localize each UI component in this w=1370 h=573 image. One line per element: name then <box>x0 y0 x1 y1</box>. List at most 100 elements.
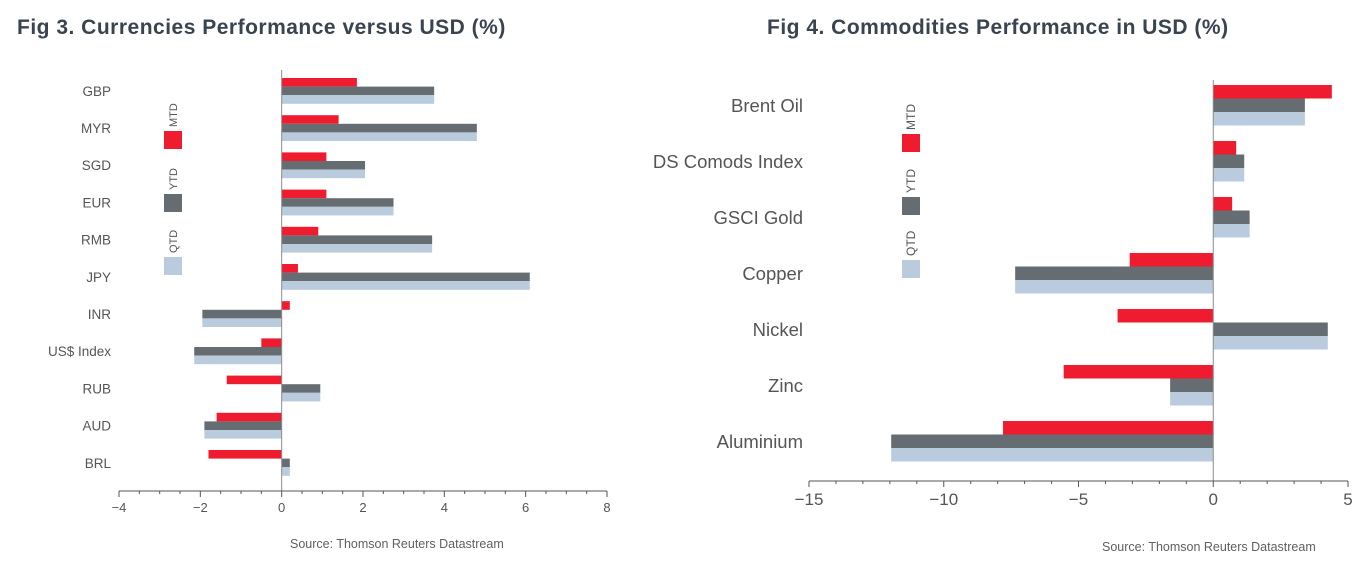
legend-swatch-ytd <box>902 197 920 215</box>
bar-ytd-aluminium <box>891 434 1214 448</box>
currencies-chart-panel: Fig 3. Currencies Performance versus USD… <box>0 0 680 573</box>
bar-qtd-aluminium <box>891 448 1214 462</box>
category-label-zinc: Zinc <box>768 375 803 396</box>
x-tick-label: −15 <box>795 490 824 509</box>
bar-ytd-jpy <box>281 272 530 282</box>
bar-mtd-eur <box>281 189 327 199</box>
category-label-brl: BRL <box>85 456 112 471</box>
category-label-copper: Copper <box>742 263 803 284</box>
source-note: Source: Thomson Reuters Datastream <box>290 537 504 551</box>
bar-qtd-rmb <box>281 244 433 253</box>
bar-mtd-zinc <box>1063 365 1214 379</box>
source-note: Source: Thomson Reuters Datastream <box>1102 540 1316 554</box>
category-label-us-index: US$ Index <box>48 344 111 359</box>
chart-title: Fig 3. Currencies Performance versus USD… <box>17 16 506 39</box>
bar-qtd-gsci-gold <box>1213 224 1250 238</box>
bar-qtd-inr <box>202 318 282 327</box>
x-tick-label: 0 <box>1209 490 1218 509</box>
bar-mtd-rmb <box>281 226 319 236</box>
bar-qtd-brent-oil <box>1213 112 1305 126</box>
legend-label-mtd: MTD <box>904 104 918 130</box>
bar-qtd-myr <box>281 132 477 141</box>
bar-qtd-nickel <box>1213 336 1328 350</box>
legend-swatch-mtd <box>164 131 182 149</box>
bar-qtd-zinc <box>1170 392 1214 406</box>
bar-ytd-brl <box>281 458 290 468</box>
x-tick-label: 2 <box>359 500 366 515</box>
bar-mtd-us-index <box>261 338 282 347</box>
bar-mtd-brent-oil <box>1213 85 1332 99</box>
bar-ytd-eur <box>281 198 394 207</box>
bar-ytd-myr <box>281 123 477 133</box>
bar-mtd-gbp <box>281 78 357 87</box>
bar-ytd-ds-comods-index <box>1213 154 1245 168</box>
bar-mtd-sgd <box>281 152 327 161</box>
category-label-brent-oil: Brent Oil <box>731 95 803 116</box>
bar-qtd-copper <box>1015 280 1214 294</box>
legend-label-ytd: YTD <box>168 168 180 190</box>
bar-mtd-gsci-gold <box>1213 197 1233 211</box>
bar-ytd-rub <box>281 384 321 393</box>
category-label-rub: RUB <box>82 381 111 396</box>
bar-qtd-sgd <box>281 169 366 179</box>
x-tick-label: −2 <box>193 500 208 515</box>
commodities-chart-panel: Fig 4. Commodities Performance in USD (%… <box>653 0 1370 573</box>
x-tick-label: 5 <box>1343 490 1352 509</box>
bar-mtd-ds-comods-index <box>1213 141 1237 155</box>
bar-qtd-us-index <box>194 355 282 365</box>
bar-ytd-zinc <box>1170 378 1214 392</box>
category-label-aud: AUD <box>82 419 111 434</box>
legend-label-qtd: QTD <box>904 230 918 256</box>
bar-qtd-brl <box>281 467 290 476</box>
bar-ytd-us-index <box>194 347 282 356</box>
legend-label-mtd: MTD <box>168 103 180 127</box>
category-label-gsci-gold: GSCI Gold <box>714 207 803 228</box>
bar-qtd-aud <box>204 430 282 439</box>
category-label-aluminium: Aluminium <box>717 431 803 452</box>
currencies-bar-chart: GBP MYR SGD EUR RMB JPY INR US$ Index RUB AUD BRL −… <box>48 70 611 515</box>
bar-qtd-eur <box>281 206 394 216</box>
legend-swatch-mtd <box>902 134 920 152</box>
bar-ytd-rmb <box>281 235 433 244</box>
bar-mtd-myr <box>281 115 339 124</box>
category-label-rmb: RMB <box>81 233 111 248</box>
x-tick-label: −4 <box>112 500 127 515</box>
x-tick-label: 4 <box>441 500 448 515</box>
x-tick-label: 6 <box>522 500 529 515</box>
category-label-gbp: GBP <box>82 84 111 99</box>
legend-swatch-ytd <box>164 194 182 212</box>
bar-qtd-rub <box>281 392 321 402</box>
bar-ytd-gbp <box>281 86 435 96</box>
bar-mtd-jpy <box>281 264 298 273</box>
bar-ytd-brent-oil <box>1213 98 1305 112</box>
bar-mtd-nickel <box>1117 309 1214 323</box>
bar-mtd-aud <box>216 412 282 422</box>
commodities-bar-chart: Brent Oil DS Comods Index GSCI Gold Copper N… <box>653 80 1353 509</box>
x-tick-label: −10 <box>929 490 958 509</box>
category-label-inr: INR <box>88 307 112 322</box>
category-label-jpy: JPY <box>86 270 111 285</box>
bar-ytd-nickel <box>1213 322 1328 336</box>
category-label-eur: EUR <box>82 195 111 210</box>
bar-ytd-sgd <box>281 161 366 170</box>
bar-mtd-brl <box>208 450 282 459</box>
category-label-ds-comods-index: DS Comods Index <box>653 151 804 172</box>
x-tick-label: −5 <box>1069 490 1088 509</box>
bar-qtd-jpy <box>281 281 530 290</box>
category-label-myr: MYR <box>81 121 111 136</box>
bar-ytd-copper <box>1015 266 1214 280</box>
bar-qtd-ds-comods-index <box>1213 168 1245 182</box>
bar-ytd-gsci-gold <box>1213 210 1250 224</box>
category-label-sgd: SGD <box>82 158 112 173</box>
x-tick-label: 8 <box>603 500 610 515</box>
bar-mtd-rub <box>226 375 282 385</box>
chart-title: Fig 4. Commodities Performance in USD (%… <box>767 16 1229 39</box>
legend-label-qtd: QTD <box>168 230 180 253</box>
bar-mtd-copper <box>1129 253 1214 267</box>
x-tick-label: 0 <box>278 500 285 515</box>
legend-swatch-qtd <box>902 260 920 278</box>
bar-qtd-gbp <box>281 95 435 104</box>
legend-label-ytd: YTD <box>904 169 918 193</box>
legend-swatch-qtd <box>164 257 182 275</box>
bar-mtd-inr <box>281 301 290 310</box>
